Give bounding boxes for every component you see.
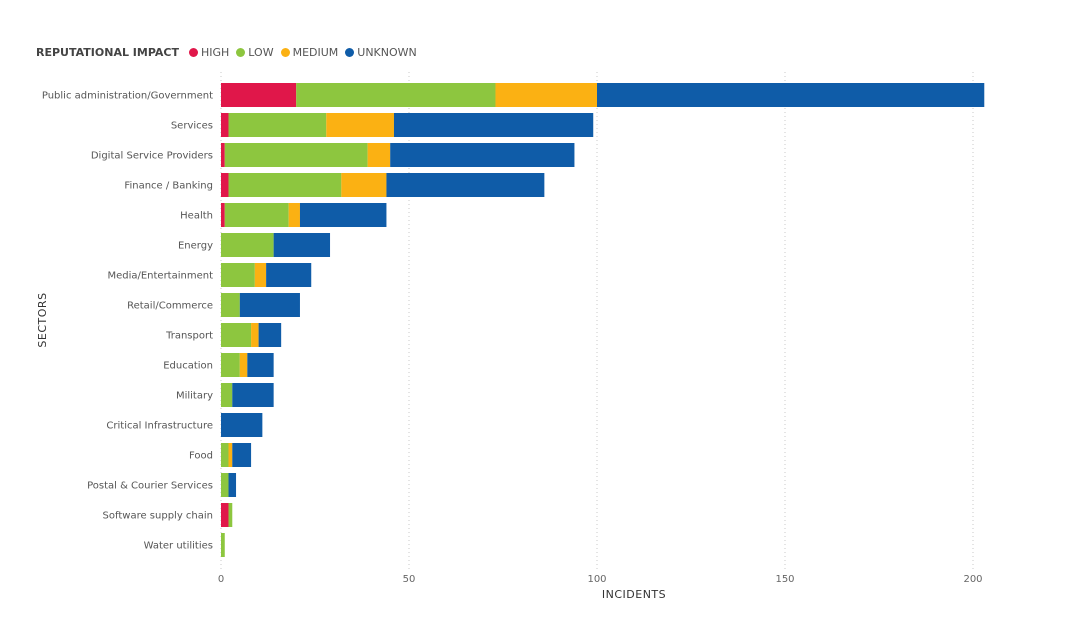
bar-segment-unknown	[273, 233, 331, 257]
legend-label-high: HIGH	[200, 46, 230, 59]
bar-segment-medium	[288, 203, 300, 227]
x-tick-label-50: 50	[403, 574, 416, 585]
category-label: Critical Infrastructure	[106, 421, 213, 432]
bar-segment-low	[224, 203, 289, 227]
legend-item-low: LOW	[236, 46, 274, 59]
category-label: Public administration/Government	[42, 91, 213, 102]
bar-segment-low	[221, 473, 229, 497]
category-label: Media/Entertainment	[107, 271, 213, 282]
bar-segment-high	[221, 173, 229, 197]
category-label: Services	[171, 121, 213, 132]
bar-segment-medium	[228, 443, 233, 467]
category-label: Food	[189, 451, 213, 462]
bar-segment-low	[228, 173, 342, 197]
x-axis-title: INCIDENTS	[602, 588, 666, 601]
bar-segment-unknown	[239, 293, 300, 317]
legend-label-low: LOW	[248, 46, 274, 59]
category-label: Postal & Courier Services	[87, 481, 213, 492]
legend-dot-unknown	[345, 48, 355, 57]
bar-segment-high	[221, 143, 225, 167]
bar-segment-low	[296, 83, 496, 107]
x-tick-label-0: 0	[218, 574, 224, 585]
bar-segment-low	[224, 143, 368, 167]
bar-segment-unknown	[258, 323, 282, 347]
category-label: Water utilities	[144, 541, 213, 552]
bar-segment-low	[228, 113, 327, 137]
category-label: Military	[176, 391, 213, 402]
legend-dot-high	[188, 48, 198, 57]
bar-segment-unknown	[390, 143, 575, 167]
bar-segment-low	[221, 443, 229, 467]
bar-segment-unknown	[597, 83, 985, 107]
category-label: Finance / Banking	[124, 181, 213, 192]
legend-label-unknown: UNKNOWN	[357, 46, 417, 59]
bar-segment-low	[221, 293, 240, 317]
bar-segment-low	[221, 233, 274, 257]
bar-segment-unknown	[221, 413, 263, 437]
category-label: Digital Service Providers	[91, 151, 213, 162]
legend-dot-low	[236, 48, 246, 57]
bar-segment-medium	[495, 83, 597, 107]
bar-segment-unknown	[386, 173, 545, 197]
category-label: Software supply chain	[103, 511, 213, 522]
bar-segment-low	[221, 263, 255, 287]
x-tick-label-200: 200	[963, 574, 982, 585]
bar-segment-medium	[251, 323, 259, 347]
legend-item-unknown: UNKNOWN	[345, 46, 417, 59]
x-tick-label-100: 100	[587, 574, 606, 585]
bar-segment-low	[221, 383, 233, 407]
category-labels: Public administration/Government Services…	[42, 91, 213, 552]
bar-segment-medium	[341, 173, 387, 197]
bar-segment-unknown	[228, 473, 237, 497]
legend-item-high: HIGH	[188, 46, 230, 59]
bar-segment-high	[221, 113, 229, 137]
bar-segment-medium	[254, 263, 267, 287]
legend-title: REPUTATIONAL IMPACT	[36, 46, 179, 59]
bar-segment-low	[228, 503, 233, 527]
category-label: Transport	[165, 331, 213, 342]
gridlines	[220, 72, 974, 570]
x-tick-labels: 0 50 100 150 200	[218, 574, 983, 585]
category-label: Education	[163, 361, 213, 372]
bar-segment-unknown	[393, 113, 594, 137]
legend-dot-medium	[280, 48, 290, 57]
bar-segment-high	[221, 83, 297, 107]
bar-segment-unknown	[266, 263, 312, 287]
bar-segment-medium	[367, 143, 391, 167]
bar-segment-unknown	[247, 353, 274, 377]
y-axis-title: SECTORS	[36, 292, 49, 347]
bar-segment-low	[221, 533, 225, 557]
bar-segment-unknown	[232, 383, 274, 407]
bar-segment-medium	[239, 353, 248, 377]
category-label: Health	[180, 211, 213, 222]
category-label: Retail/Commerce	[127, 301, 213, 312]
bars-group	[221, 83, 985, 557]
bar-segment-medium	[326, 113, 394, 137]
bar-segment-unknown	[299, 203, 387, 227]
bar-segment-low	[221, 323, 252, 347]
bar-segment-high	[221, 203, 225, 227]
bar-segment-unknown	[232, 443, 252, 467]
legend-label-medium: MEDIUM	[292, 46, 339, 59]
category-label: Energy	[178, 241, 213, 252]
legend-item-medium: MEDIUM	[280, 46, 339, 59]
x-tick-label-150: 150	[775, 574, 794, 585]
bar-segment-low	[221, 353, 240, 377]
chart-legend: REPUTATIONAL IMPACT HIGH LOW MEDIUM UNKN…	[36, 46, 420, 59]
bar-segment-high	[221, 503, 229, 527]
